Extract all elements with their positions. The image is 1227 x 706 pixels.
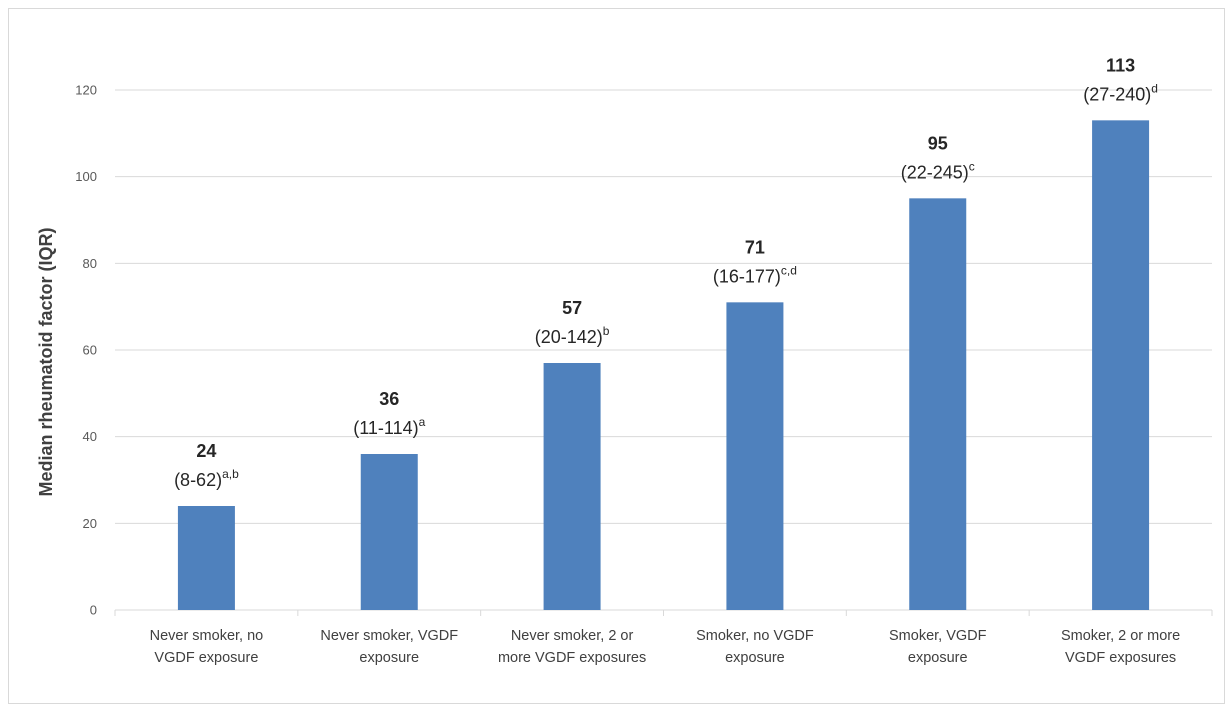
category-label-3: Never smoker, 2 or more VGDF exposures — [498, 628, 646, 666]
category-label-5: Smoker, VGDF exposure — [889, 628, 987, 666]
bar-6 — [1092, 120, 1150, 610]
category-label-1: Never smoker, no VGDF exposure — [150, 628, 264, 666]
bar-4 — [726, 302, 784, 610]
iqr-label-4: (16-177)c,d — [713, 263, 797, 286]
iqr-label-5: (22-245)c — [901, 159, 975, 182]
y-tick-label-0: 0 — [90, 603, 97, 618]
value-label-6: 113 — [1106, 55, 1135, 75]
value-label-1: 24 — [196, 441, 216, 461]
value-label-4: 71 — [745, 237, 765, 257]
y-axis-label: Median rheumatoid factor (IQR) — [36, 227, 56, 496]
iqr-label-1: (8-62)a,b — [174, 467, 239, 490]
y-tick-label-100: 100 — [75, 169, 97, 184]
value-label-5: 95 — [928, 133, 948, 153]
y-tick-label-120: 120 — [75, 83, 97, 98]
y-tick-label-40: 40 — [83, 429, 97, 444]
y-tick-label-60: 60 — [83, 343, 97, 358]
bar-1 — [177, 506, 235, 610]
category-label-2: Never smoker, VGDF exposure — [320, 628, 458, 666]
category-label-4: Smoker, no VGDF exposure — [696, 628, 814, 666]
iqr-label-2: (11-114)a — [353, 415, 425, 438]
iqr-label-6: (27-240)d — [1083, 81, 1158, 104]
y-tick-label-20: 20 — [83, 516, 97, 531]
value-label-2: 36 — [379, 389, 399, 409]
bar-5 — [909, 198, 967, 611]
category-label-6: Smoker, 2 or more VGDF exposures — [1061, 628, 1180, 666]
y-tick-label-80: 80 — [83, 256, 97, 271]
iqr-label-3: (20-142)b — [535, 324, 610, 347]
bar-3 — [543, 363, 601, 610]
value-label-3: 57 — [562, 298, 582, 318]
bar-2 — [360, 454, 418, 610]
